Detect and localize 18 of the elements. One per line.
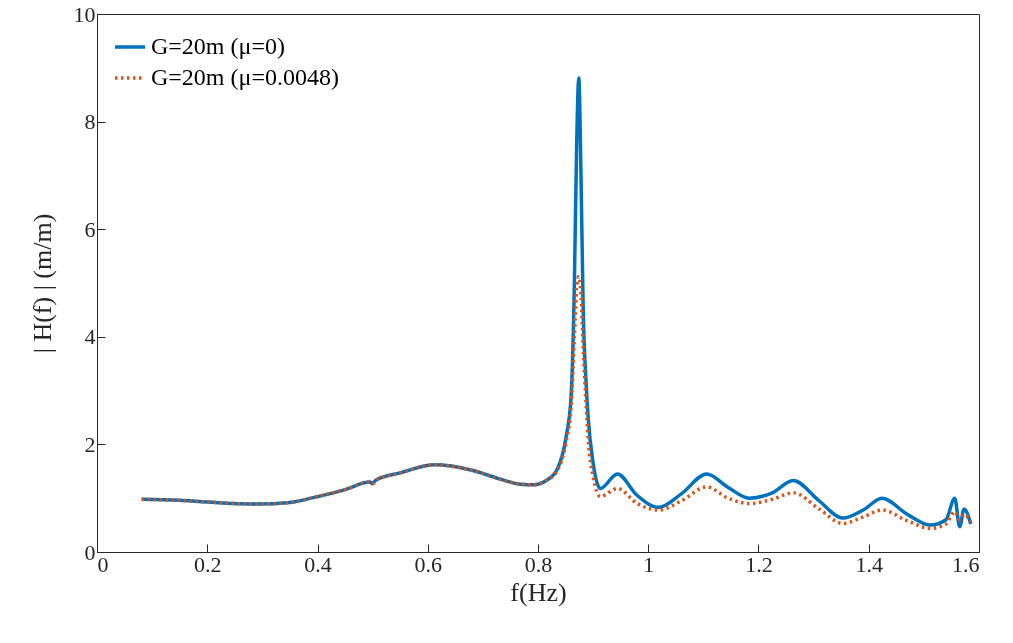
legend-label: G=20m (μ=0)	[151, 33, 285, 59]
x-axis-title: f(Hz)	[510, 577, 567, 607]
x-tick-label: 0.2	[194, 551, 222, 577]
x-tick-label: 0.8	[524, 551, 553, 577]
y-tick-label: 6	[84, 216, 96, 242]
y-tick-label: 8	[84, 109, 96, 135]
y-tick-label: 2	[84, 431, 96, 457]
line-series	[139, 274, 973, 531]
x-tick-label: 0.4	[304, 551, 332, 577]
y-axis-title: | H(f) | (m/m)	[27, 213, 57, 354]
x-tick-label: 0.6	[414, 551, 442, 577]
y-tick-label: 10	[73, 1, 96, 27]
x-tick-label: 1.2	[745, 551, 773, 577]
x-tick-label: 1	[643, 551, 655, 577]
x-tick-label: 1.6	[952, 551, 980, 577]
x-tick-label: 1.4	[855, 551, 883, 577]
legend-label: G=20m (μ=0.0048)	[151, 64, 339, 90]
y-tick-label: 4	[84, 324, 96, 350]
